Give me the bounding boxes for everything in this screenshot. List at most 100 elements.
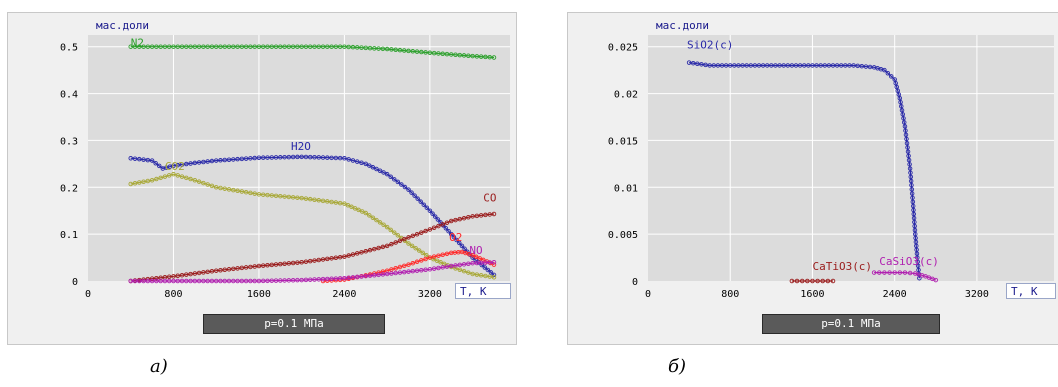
data-point	[367, 213, 372, 218]
data-point	[794, 278, 800, 284]
data-point	[325, 256, 330, 262]
data-point	[491, 55, 497, 60]
data-point	[363, 273, 369, 279]
data-point	[370, 165, 376, 170]
data-point	[342, 275, 347, 281]
x-tick-label: 3200	[418, 289, 442, 300]
data-point	[908, 178, 914, 184]
data-point	[431, 254, 437, 259]
data-point	[448, 231, 454, 237]
series-line	[130, 46, 495, 59]
data-point	[711, 63, 717, 68]
data-point	[312, 277, 317, 282]
data-point	[380, 244, 386, 250]
data-point	[154, 44, 159, 49]
data-point	[907, 270, 913, 276]
data-point	[424, 205, 430, 210]
data-point	[342, 155, 347, 161]
data-point	[290, 260, 296, 266]
data-point	[419, 230, 424, 235]
data-point	[205, 44, 210, 49]
data-point	[265, 263, 270, 268]
data-point	[303, 154, 309, 160]
data-point	[699, 62, 704, 67]
data-point	[478, 260, 484, 266]
data-point	[901, 120, 907, 125]
data-point	[773, 63, 778, 68]
data-point	[282, 44, 287, 49]
data-point	[487, 260, 492, 265]
data-point	[789, 63, 795, 68]
data-point	[286, 44, 292, 49]
data-point	[446, 228, 451, 234]
data-point	[401, 269, 407, 275]
data-point	[902, 270, 908, 275]
data-point	[412, 193, 417, 198]
data-point	[470, 260, 475, 266]
data-point	[235, 278, 240, 284]
data-point	[909, 191, 915, 196]
data-point	[243, 156, 249, 161]
data-point	[256, 278, 262, 284]
data-point	[312, 44, 317, 49]
data-point	[239, 44, 245, 49]
data-point	[226, 267, 232, 272]
data-point	[282, 261, 287, 267]
x-tick-label: 2400	[332, 289, 356, 300]
data-point	[260, 278, 266, 284]
data-point	[397, 264, 403, 270]
data-point	[248, 156, 253, 161]
data-point	[410, 49, 416, 54]
data-point	[354, 159, 360, 164]
data-point	[196, 44, 202, 49]
data-point	[188, 176, 193, 182]
data-point	[470, 252, 475, 258]
data-point	[137, 278, 142, 284]
data-point	[851, 63, 856, 68]
data-point	[805, 278, 810, 284]
data-point	[885, 71, 891, 76]
data-point	[350, 252, 356, 257]
caption-b: б)	[668, 356, 687, 377]
data-point	[316, 257, 322, 263]
data-point	[376, 46, 381, 51]
data-point	[201, 159, 206, 165]
y-axis-label: мас.доли	[656, 19, 709, 32]
data-point	[231, 278, 236, 284]
data-point	[243, 44, 249, 49]
data-point	[256, 44, 262, 49]
y-tick-label: 0.5	[60, 43, 78, 54]
data-point	[354, 251, 360, 256]
data-point	[239, 278, 245, 284]
data-point	[312, 197, 317, 202]
data-point	[444, 264, 450, 269]
data-point	[213, 268, 219, 273]
data-point	[162, 278, 168, 284]
y-tick-label: 0.4	[60, 90, 78, 101]
data-point	[477, 256, 482, 261]
data-point	[474, 213, 480, 219]
data-point	[830, 63, 836, 68]
series-no: NO	[128, 244, 497, 284]
data-point	[719, 63, 725, 68]
data-point	[320, 276, 326, 282]
chart-panel-a: 0 800 1600 2400 3200 0 0.1 0.2 0.3 0.4 0.5 мас.доли…	[7, 12, 517, 345]
data-point	[367, 247, 373, 253]
data-point	[359, 274, 364, 279]
data-point	[440, 222, 445, 227]
data-point	[222, 267, 227, 273]
data-point	[278, 261, 283, 267]
data-point	[871, 270, 877, 275]
data-point	[175, 273, 180, 279]
data-point	[461, 262, 467, 267]
data-point	[222, 157, 227, 163]
data-point	[132, 44, 138, 49]
data-point	[466, 215, 471, 220]
data-point	[781, 63, 786, 68]
data-point	[905, 145, 910, 150]
data-point	[166, 44, 172, 49]
data-point	[205, 278, 210, 284]
y-tick-label: 0.01	[614, 183, 638, 194]
data-point	[149, 278, 155, 284]
data-point	[141, 44, 146, 49]
